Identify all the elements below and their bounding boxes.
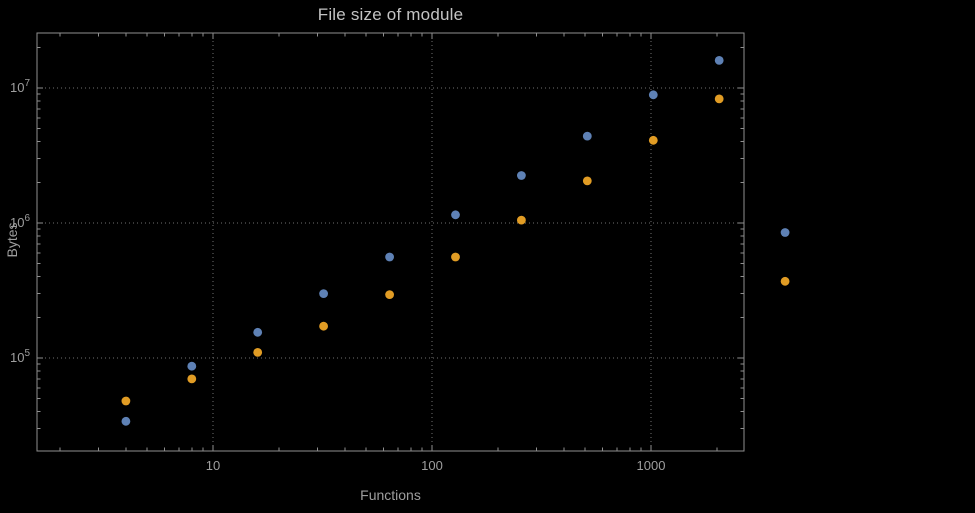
data-point: [253, 327, 263, 337]
gridlines: [37, 33, 744, 451]
data-point: [648, 90, 658, 100]
x-tick-label: 100: [421, 458, 443, 473]
y-tick-label: 107: [10, 78, 30, 95]
x-axis-label: Functions: [360, 487, 421, 503]
data-point: [187, 374, 197, 384]
y-tick-label: 106: [10, 213, 30, 230]
data-point: [582, 131, 592, 141]
series-2-orange-points: [121, 94, 790, 406]
tick-marks: [37, 33, 744, 451]
data-point: [780, 276, 790, 286]
y-tick-label: 105: [10, 348, 30, 365]
data-point: [319, 289, 328, 298]
data-point: [648, 135, 658, 145]
data-point: [121, 416, 131, 426]
x-tick-label: 1000: [637, 458, 666, 473]
data-point: [451, 210, 460, 220]
x-tick-labels: 10 100 1000: [206, 458, 666, 473]
data-point: [780, 228, 790, 237]
chart-title: File size of module: [317, 5, 464, 24]
data-point: [319, 321, 328, 331]
data-point: [121, 396, 131, 406]
y-tick-labels: 105 106 107: [10, 78, 30, 365]
data-point: [385, 290, 394, 299]
x-tick-label: 10: [206, 458, 220, 473]
data-point: [253, 348, 263, 357]
data-point: [714, 94, 724, 104]
data-point: [517, 171, 526, 180]
data-point: [187, 361, 197, 371]
data-point: [517, 215, 526, 225]
series-1-blue-points: [121, 56, 790, 426]
data-point: [714, 56, 724, 65]
data-point: [385, 252, 394, 262]
data-point: [582, 176, 592, 186]
data-point: [451, 252, 460, 262]
plot-frame: [36, 32, 745, 452]
